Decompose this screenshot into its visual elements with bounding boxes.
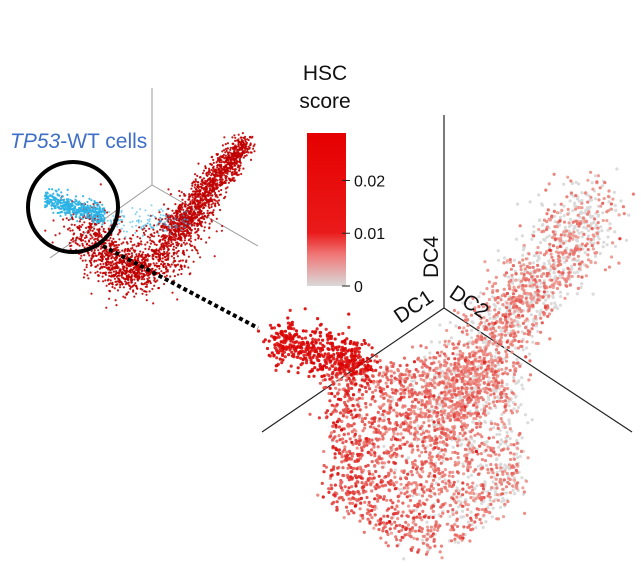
colorbar-tick-label: 0	[354, 279, 363, 296]
colorbar-ticks: 0.02 0.01 0	[342, 173, 385, 296]
axis-label-dc1: DC1	[390, 286, 438, 329]
colorbar-tick-label: 0.01	[354, 226, 385, 243]
axis-label-dc4: DC4	[420, 236, 443, 278]
large-point-cloud	[256, 167, 636, 561]
small-point-cloud	[44, 132, 256, 309]
colorbar-title-line2: score	[299, 90, 350, 113]
tp53-wt-annotation: TP53-WT cells	[10, 130, 147, 153]
colorbar-title-line1: HSC	[303, 62, 347, 85]
colorbar-tick-label: 0.02	[354, 173, 385, 190]
axis-label-dc2: DC2	[445, 281, 493, 324]
annotation-gene: TP53	[10, 130, 61, 153]
colorbar-gradient	[307, 133, 346, 286]
large-scatter-panel: DC1 DC2 DC4	[256, 115, 636, 561]
colorbar: HSC score 0.02 0.01 0	[299, 62, 385, 296]
highlight-circle	[26, 160, 120, 254]
annotation-rest: -WT cells	[60, 130, 147, 153]
dotted-connector	[102, 244, 259, 330]
large-axis-right	[443, 307, 633, 433]
small-scatter-panel: TP53-WT cells	[10, 88, 259, 309]
